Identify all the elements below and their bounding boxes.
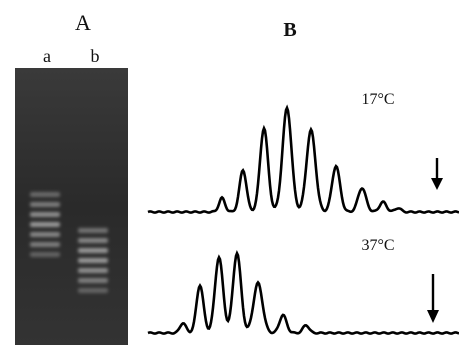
panel-label: A: [75, 10, 91, 35]
gel-band: [30, 232, 60, 237]
gel-band: [78, 248, 108, 253]
gel-band: [30, 202, 60, 207]
gel-band: [30, 222, 60, 227]
arrows: [427, 158, 443, 323]
gel-band: [30, 212, 60, 217]
gel-band: [78, 238, 108, 243]
trace: [148, 108, 459, 213]
lane-label: a: [43, 46, 51, 66]
trace-label: 17°C: [361, 91, 394, 108]
gel-band: [78, 268, 108, 273]
lane-label: b: [91, 46, 100, 66]
gel-band: [78, 258, 108, 263]
gel-band: [30, 242, 60, 247]
gel-band: [78, 278, 108, 283]
gel-band: [78, 228, 108, 233]
trace-label: 37°C: [361, 237, 394, 254]
figure: A a b B 17°C 37°C: [0, 0, 459, 345]
gel-band: [78, 288, 108, 293]
trace: [148, 253, 459, 333]
panel-label: B: [283, 19, 296, 41]
gel-band: [30, 252, 60, 257]
gel-band: [30, 192, 60, 197]
